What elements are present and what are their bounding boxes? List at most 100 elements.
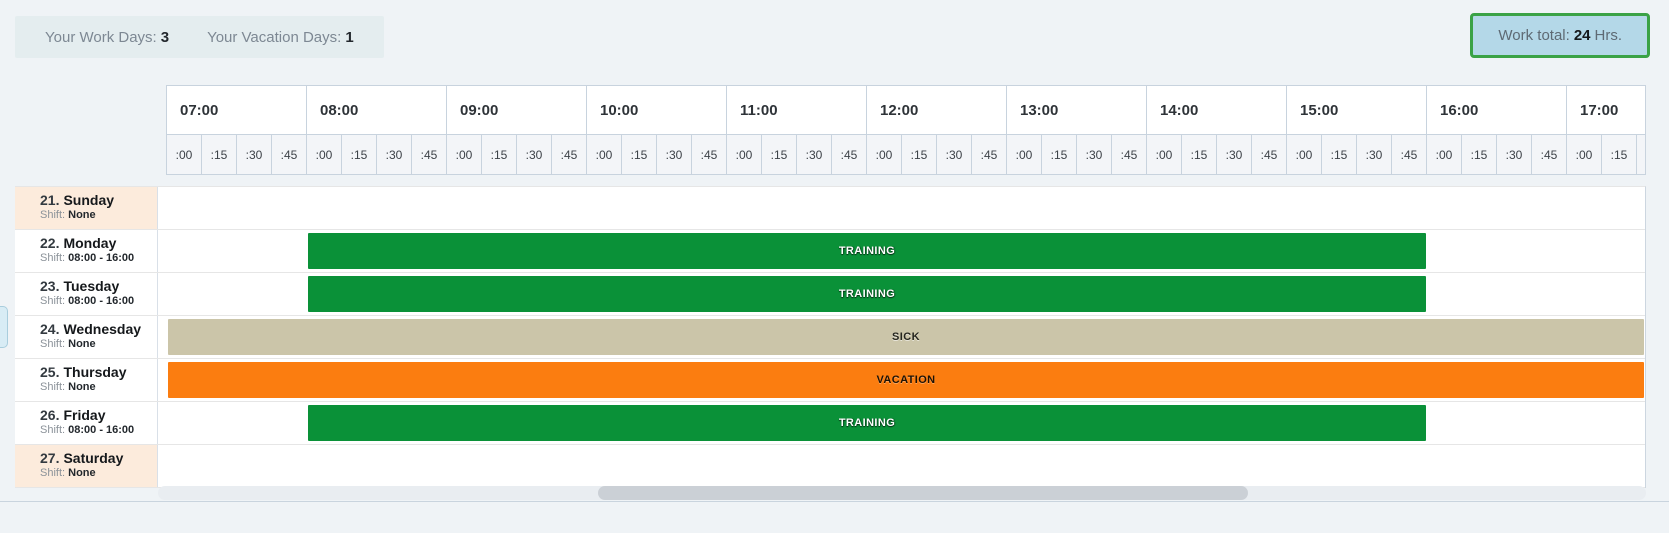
quarter-header-cell: :00 bbox=[1567, 135, 1602, 174]
scrollbar-thumb[interactable] bbox=[598, 486, 1248, 500]
day-cell: 23. Tuesday Shift: 08:00 - 16:00 bbox=[15, 273, 158, 315]
day-timeline: VACATION bbox=[158, 359, 1645, 401]
hour-header-cell: 08:00 bbox=[307, 86, 447, 134]
day-title: 25. Thursday bbox=[40, 364, 157, 381]
work-total-unit: Hrs. bbox=[1594, 27, 1623, 44]
quarter-header-cell: :45 bbox=[972, 135, 1007, 174]
quarter-header-cell: :30 bbox=[1077, 135, 1112, 174]
hour-header-cell: 15:00 bbox=[1287, 86, 1427, 134]
day-number: 25. bbox=[40, 364, 60, 380]
day-name: Thursday bbox=[63, 364, 127, 380]
quarter-header-cell: :15 bbox=[902, 135, 937, 174]
horizontal-scrollbar[interactable] bbox=[158, 486, 1646, 500]
day-name: Friday bbox=[63, 407, 106, 423]
shift-value: 08:00 - 16:00 bbox=[68, 252, 135, 264]
shift-bar-label: TRAINING bbox=[838, 245, 896, 257]
day-name: Tuesday bbox=[63, 278, 120, 294]
day-timeline: TRAINING bbox=[158, 273, 1645, 315]
quarter-header-cell: :15 bbox=[1602, 135, 1637, 174]
quarter-header-cell: :15 bbox=[1042, 135, 1077, 174]
quarter-header-cell: :15 bbox=[1462, 135, 1497, 174]
shift-bar-label: VACATION bbox=[876, 374, 936, 386]
shift-label: Shift: bbox=[40, 252, 69, 264]
shift-bar-label: TRAINING bbox=[838, 417, 896, 429]
quarter-header-cell: :15 bbox=[762, 135, 797, 174]
shift-value: None bbox=[68, 338, 96, 350]
day-number: 27. bbox=[40, 450, 60, 466]
day-shift: Shift: None bbox=[40, 209, 157, 222]
day-title: 24. Wednesday bbox=[40, 321, 157, 338]
shift-label: Shift: bbox=[40, 381, 69, 393]
shift-bar-sick[interactable]: SICK bbox=[168, 319, 1644, 355]
quarter-header-cell: :00 bbox=[867, 135, 902, 174]
shift-bar-training[interactable]: TRAINING bbox=[308, 233, 1426, 269]
shift-bar-training[interactable]: TRAINING bbox=[308, 276, 1426, 312]
quarter-header-cell: :45 bbox=[692, 135, 727, 174]
quarter-header-cell: :00 bbox=[1287, 135, 1322, 174]
quarter-header-cell: :30 bbox=[937, 135, 972, 174]
shift-label: Shift: bbox=[40, 209, 69, 221]
day-shift: Shift: None bbox=[40, 381, 157, 394]
day-cell: 27. Saturday Shift: None bbox=[15, 445, 158, 487]
day-row: 22. Monday Shift: 08:00 - 16:00 TRAINING bbox=[15, 230, 1645, 273]
quarter-header-cell: :45 bbox=[272, 135, 307, 174]
day-timeline: TRAINING bbox=[158, 402, 1645, 444]
quarter-header-cell: :30 bbox=[1357, 135, 1392, 174]
quarter-header-cell: :30 bbox=[657, 135, 692, 174]
shift-bar-vacation[interactable]: VACATION bbox=[168, 362, 1644, 398]
day-number: 21. bbox=[40, 192, 60, 208]
shift-value: None bbox=[68, 381, 96, 393]
side-panel-handle[interactable] bbox=[0, 306, 8, 348]
quarter-header-cell: :45 bbox=[552, 135, 587, 174]
day-timeline: TRAINING bbox=[158, 230, 1645, 272]
day-name: Wednesday bbox=[63, 321, 142, 337]
shift-bar-training[interactable]: TRAINING bbox=[308, 405, 1426, 441]
day-name: Saturday bbox=[63, 450, 124, 466]
day-row: 26. Friday Shift: 08:00 - 16:00 TRAINING bbox=[15, 402, 1645, 445]
quarter-header-cell: :15 bbox=[342, 135, 377, 174]
quarter-header-cell: :00 bbox=[1007, 135, 1042, 174]
day-cell: 24. Wednesday Shift: None bbox=[15, 316, 158, 358]
quarter-header-cell: :30 bbox=[1217, 135, 1252, 174]
day-shift: Shift: 08:00 - 16:00 bbox=[40, 424, 157, 437]
quarter-header-cell: :45 bbox=[832, 135, 867, 174]
day-row: 27. Saturday Shift: None bbox=[15, 445, 1645, 488]
quarter-header-cell: :00 bbox=[1147, 135, 1182, 174]
shift-value: 08:00 - 16:00 bbox=[68, 295, 135, 307]
hour-header-cell: 11:00 bbox=[727, 86, 867, 134]
quarter-header-cell: :00 bbox=[1427, 135, 1462, 174]
vacation-days-summary: Your Vacation Days: 1 bbox=[207, 29, 354, 46]
hour-header-cell: 07:00 bbox=[167, 86, 307, 134]
shift-bar-label: TRAINING bbox=[838, 288, 896, 300]
hour-header-cell: 13:00 bbox=[1007, 86, 1147, 134]
quarter-header-cell: :15 bbox=[1182, 135, 1217, 174]
quarter-header-cell: :30 bbox=[517, 135, 552, 174]
shift-value: None bbox=[68, 209, 96, 221]
day-cell: 25. Thursday Shift: None bbox=[15, 359, 158, 401]
day-shift: Shift: 08:00 - 16:00 bbox=[40, 295, 157, 308]
hour-header-cell: 10:00 bbox=[587, 86, 727, 134]
shift-label: Shift: bbox=[40, 338, 69, 350]
quarter-header-cell: :30 bbox=[377, 135, 412, 174]
summary-box: Your Work Days: 3 Your Vacation Days: 1 bbox=[15, 16, 384, 58]
hour-header-cell: 17:00 bbox=[1580, 101, 1619, 119]
quarter-header-cell: :45 bbox=[1112, 135, 1147, 174]
quarter-header-cell: :00 bbox=[447, 135, 482, 174]
work-days-label: Your Work Days: bbox=[45, 28, 157, 46]
work-total-label: Work total: bbox=[1498, 27, 1570, 44]
day-title: 26. Friday bbox=[40, 407, 157, 424]
day-row: 23. Tuesday Shift: 08:00 - 16:00 TRAINING bbox=[15, 273, 1645, 316]
timeline-header: 07:00 08:00 09:00 10:00 11:00 12:00 13:00 14:00… bbox=[166, 85, 1646, 175]
day-number: 26. bbox=[40, 407, 60, 423]
quarter-header-row: :00:15:30:45:00:15:30:45:00:15:30:45:00:… bbox=[166, 134, 1646, 175]
day-title: 21. Sunday bbox=[40, 192, 157, 209]
day-title: 27. Saturday bbox=[40, 450, 157, 467]
shift-value: 08:00 - 16:00 bbox=[68, 424, 135, 436]
work-days-summary: Your Work Days: 3 bbox=[45, 29, 169, 46]
quarter-header-cell: :15 bbox=[1322, 135, 1357, 174]
quarter-header-cell: :30 bbox=[797, 135, 832, 174]
hour-header-cell: 16:00 bbox=[1427, 86, 1567, 134]
quarter-header-cell: :45 bbox=[1532, 135, 1567, 174]
quarter-header-cell: :00 bbox=[167, 135, 202, 174]
day-cell: 22. Monday Shift: 08:00 - 16:00 bbox=[15, 230, 158, 272]
